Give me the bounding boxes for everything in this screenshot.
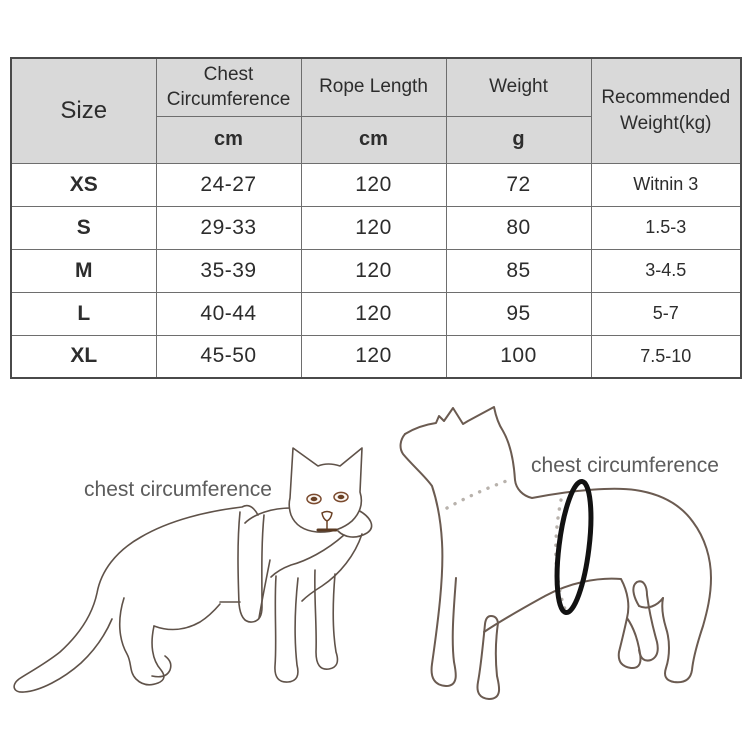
dog-neck-dotted-line xyxy=(445,477,514,510)
rope-value: 120 xyxy=(300,162,447,207)
weight-value: 100 xyxy=(445,334,592,379)
dog-chest-ring xyxy=(554,478,594,616)
recommended-value: 5-7 xyxy=(590,291,742,336)
chest-value: 45-50 xyxy=(155,334,302,379)
size-table: Size Chest Circumference Rope Length Wei… xyxy=(10,57,742,379)
recommended-value: 1.5-3 xyxy=(590,205,742,250)
dog-far-front-leg xyxy=(476,615,501,700)
size-value: M xyxy=(10,248,157,293)
cat-front-leg-left xyxy=(274,575,299,683)
cat-hind-paw xyxy=(151,655,172,678)
cat-side-line xyxy=(301,533,363,602)
rope-value: 120 xyxy=(300,291,447,336)
table-row-l: L 40-44 120 95 5-7 xyxy=(10,291,742,336)
table-row-xl: XL 45-50 120 100 7.5-10 xyxy=(10,334,742,379)
cat-harness-strap xyxy=(237,511,265,623)
cat-pupil-right xyxy=(337,494,345,500)
chest-value: 24-27 xyxy=(155,162,302,207)
size-value: XS xyxy=(10,162,157,207)
rope-value: 120 xyxy=(300,248,447,293)
col-header-size: Size xyxy=(10,57,157,164)
recommended-value: 7.5-10 xyxy=(590,334,742,379)
cat-belly xyxy=(153,603,221,631)
cat-chest-circumference-label: chest circumference xyxy=(84,478,272,501)
unit-chest-cm: cm xyxy=(155,115,302,164)
cat-front-leg-right xyxy=(314,569,339,670)
cat-line-drawing: chest circumference xyxy=(13,447,373,693)
weight-value: 72 xyxy=(445,162,592,207)
dog-line-drawing: chest circumference xyxy=(399,406,719,700)
dog-chest-circumference-label: chest circumference xyxy=(531,454,719,477)
cat-chest-line xyxy=(270,534,345,578)
cat-illustration: chest circumference xyxy=(0,380,375,750)
dog-inner-thigh xyxy=(638,597,664,609)
chest-value: 29-33 xyxy=(155,205,302,250)
size-value: S xyxy=(10,205,157,250)
unit-weight-g: g xyxy=(445,115,592,164)
chest-value: 35-39 xyxy=(155,248,302,293)
table-row-m: M 35-39 120 85 3-4.5 xyxy=(10,248,742,293)
rope-value: 120 xyxy=(300,334,447,379)
weight-value: 85 xyxy=(445,248,592,293)
chest-value: 40-44 xyxy=(155,291,302,336)
size-value: L xyxy=(10,291,157,336)
dog-chest-dotted-line xyxy=(554,498,570,618)
col-header-rope-length: Rope Length xyxy=(300,57,447,117)
col-header-chest-circumference: Chest Circumference xyxy=(155,57,302,117)
dog-outline-top xyxy=(404,406,712,684)
cat-face xyxy=(306,491,349,532)
weight-value: 80 xyxy=(445,205,592,250)
unit-rope-cm: cm xyxy=(300,115,447,164)
cat-hind-leg xyxy=(118,597,165,686)
weight-value: 95 xyxy=(445,291,592,336)
recommended-value: Witnin 3 xyxy=(590,162,742,207)
cat-shoulder-diagonal xyxy=(258,559,271,619)
col-header-weight: Weight xyxy=(445,57,592,117)
size-value: XL xyxy=(10,334,157,379)
cat-ruff-left xyxy=(244,507,292,524)
cat-back-tail xyxy=(13,504,259,693)
dog-far-hind-leg xyxy=(632,580,659,662)
table-row-s: S 29-33 120 80 1.5-3 xyxy=(10,205,742,250)
recommended-value: 3-4.5 xyxy=(590,248,742,293)
dog-belly xyxy=(483,577,642,670)
cat-head xyxy=(288,447,363,533)
cat-pupil-left xyxy=(310,496,318,502)
table-row-xs: XS 24-27 120 72 Witnin 3 xyxy=(10,162,742,207)
col-header-recommended-weight: Recommended Weight(kg) xyxy=(590,57,742,164)
rope-value: 120 xyxy=(300,205,447,250)
cat-nose xyxy=(321,510,333,522)
cat-ruff-right xyxy=(337,509,373,538)
dog-outline-front xyxy=(399,433,457,687)
dog-illustration: chest circumference xyxy=(375,380,750,750)
